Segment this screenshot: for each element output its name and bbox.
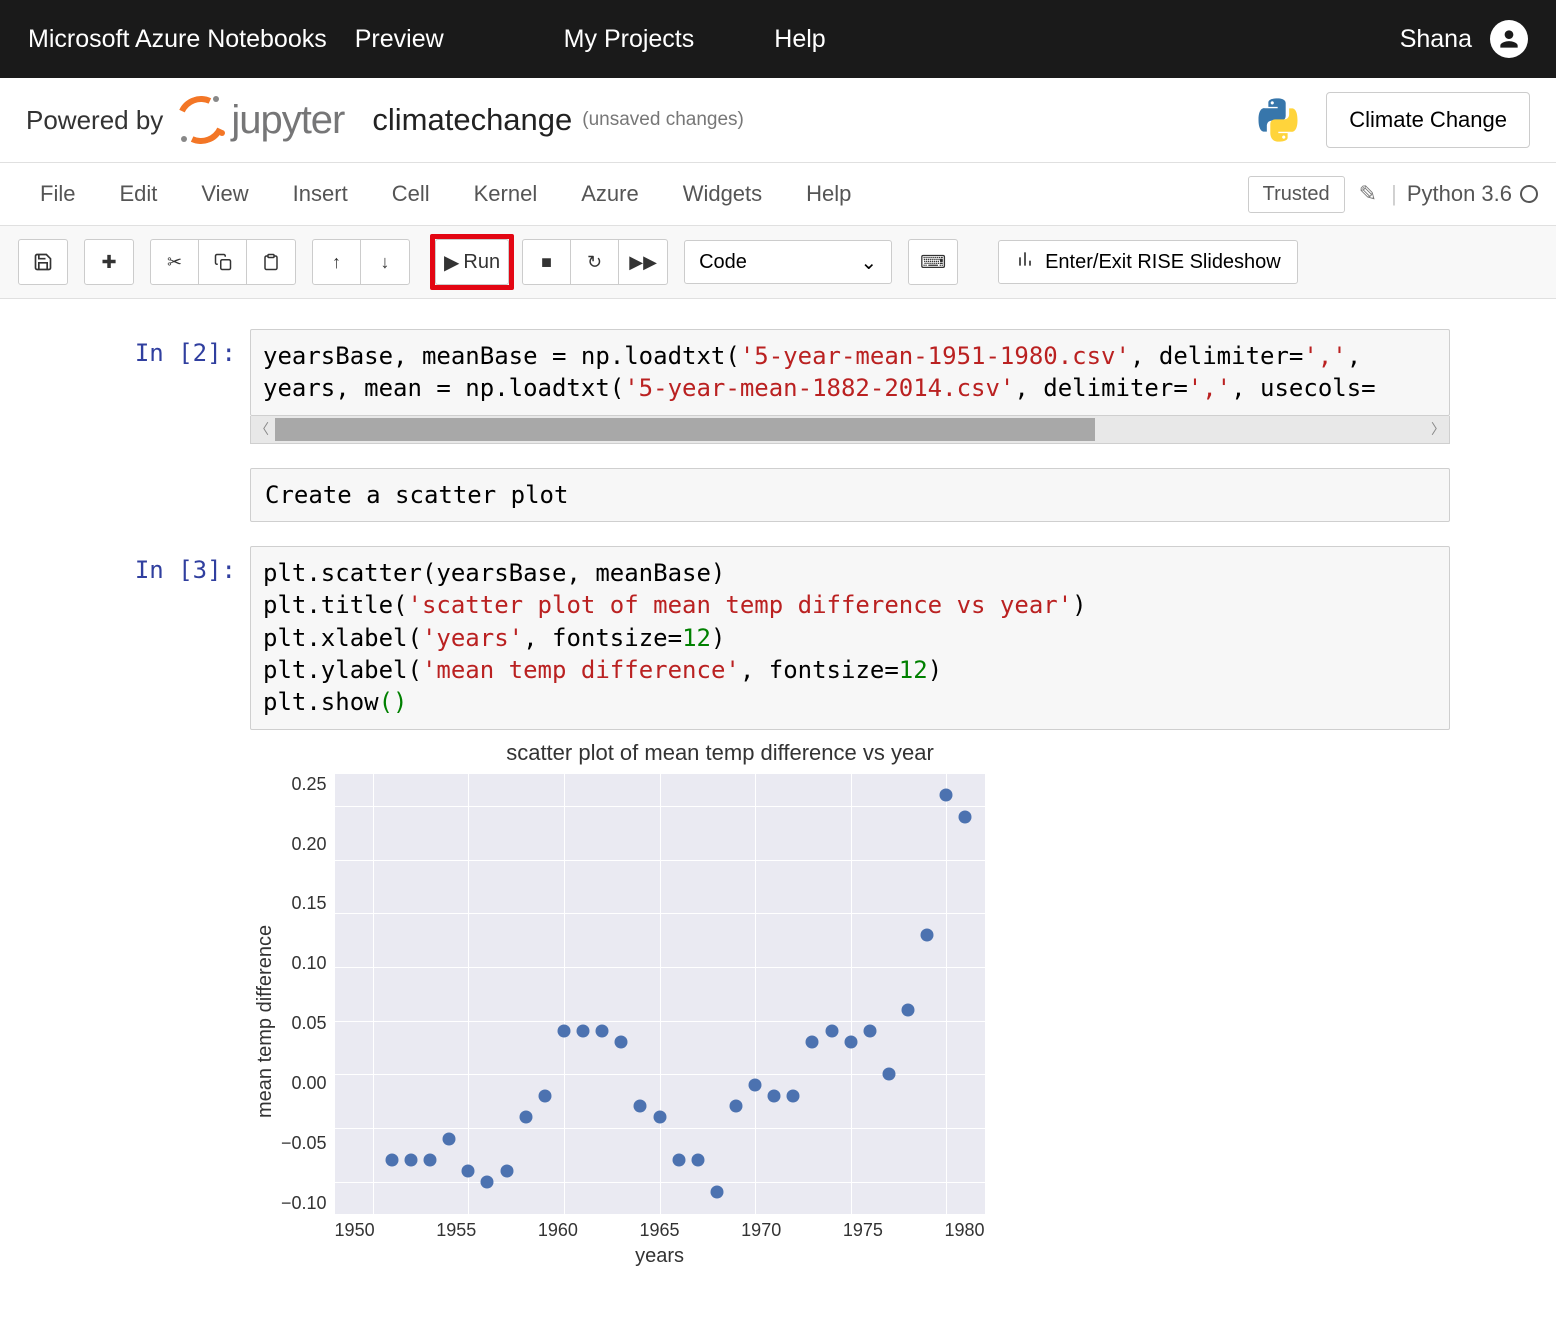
code-cell[interactable]: In [3]: plt.scatter(yearsBase, meanBase)…: [10, 546, 1546, 730]
plot-ylabel: mean temp difference: [250, 774, 281, 1268]
plot-output: scatter plot of mean temp difference vs …: [250, 740, 1546, 1268]
scatter-point: [787, 1089, 800, 1102]
markdown-content[interactable]: Create a scatter plot: [250, 468, 1450, 522]
cell-type-select[interactable]: Code ⌄: [684, 240, 892, 284]
scatter-point: [443, 1132, 456, 1145]
scatter-point: [882, 1068, 895, 1081]
horizontal-scrollbar[interactable]: 〈 〉: [250, 416, 1450, 444]
scatter-point: [519, 1111, 532, 1124]
scatter-point: [634, 1100, 647, 1113]
run-button[interactable]: ▶ Run: [436, 240, 508, 284]
kernel-status-icon: [1520, 185, 1538, 203]
powered-by-label: Powered by: [26, 105, 163, 136]
user-name[interactable]: Shana: [1400, 25, 1472, 54]
notebook-title[interactable]: climatechange: [372, 102, 572, 138]
azure-header: Microsoft Azure Notebooks Preview My Pro…: [0, 0, 1556, 78]
unsaved-label: (unsaved changes): [582, 109, 744, 131]
plot-title: scatter plot of mean temp difference vs …: [320, 740, 1120, 766]
nav-my-projects[interactable]: My Projects: [564, 25, 695, 54]
move-up-icon[interactable]: ↑: [313, 240, 361, 284]
plot-xlabel: years: [335, 1245, 985, 1268]
cut-icon[interactable]: ✂: [151, 240, 199, 284]
scatter-point: [538, 1089, 551, 1102]
scatter-point: [615, 1036, 628, 1049]
menu-cell[interactable]: Cell: [370, 171, 452, 217]
scatter-point: [691, 1154, 704, 1167]
plot-yticks: 0.250.200.150.100.050.00−0.05−0.10: [281, 774, 335, 1214]
plot-xticks: 1950195519601965197019751980: [335, 1220, 985, 1241]
paste-icon[interactable]: [247, 240, 295, 284]
jupyter-header: Powered by jupyter climatechange (unsave…: [0, 78, 1556, 163]
scatter-point: [557, 1025, 570, 1038]
scatter-point: [902, 1003, 915, 1016]
scatter-point: [500, 1164, 513, 1177]
cell-prompt: In [3]:: [10, 546, 250, 730]
scatter-point: [730, 1100, 743, 1113]
scatter-point: [940, 789, 953, 802]
scatter-point: [749, 1078, 762, 1091]
move-down-icon[interactable]: ↓: [361, 240, 409, 284]
menu-widgets[interactable]: Widgets: [661, 171, 784, 217]
nav-help[interactable]: Help: [774, 25, 825, 54]
jupyter-logo: jupyter: [177, 96, 344, 144]
trusted-badge[interactable]: Trusted: [1248, 176, 1345, 213]
menubar: File Edit View Insert Cell Kernel Azure …: [0, 163, 1556, 226]
notebook-area: In [2]: yearsBase, meanBase = np.loadtxt…: [0, 299, 1556, 1298]
menu-kernel[interactable]: Kernel: [452, 171, 560, 217]
scatter-point: [863, 1025, 876, 1038]
python-logo-icon: [1252, 94, 1304, 146]
scatter-point: [424, 1154, 437, 1167]
scroll-left-icon[interactable]: 〈: [251, 419, 273, 439]
scatter-point: [385, 1154, 398, 1167]
restart-icon[interactable]: ↻: [571, 240, 619, 284]
scatter-point: [825, 1025, 838, 1038]
menu-view[interactable]: View: [179, 171, 270, 217]
scatter-point: [653, 1111, 666, 1124]
stop-icon[interactable]: ■: [523, 240, 571, 284]
scatter-point: [844, 1036, 857, 1049]
scrollbar-thumb[interactable]: [275, 418, 1095, 441]
add-cell-icon[interactable]: ✚: [85, 240, 133, 284]
menu-insert[interactable]: Insert: [271, 171, 370, 217]
pencil-icon[interactable]: ✎: [1359, 181, 1377, 207]
scatter-point: [710, 1186, 723, 1199]
cell-prompt: In [2]:: [10, 329, 250, 444]
scatter-point: [481, 1175, 494, 1188]
scatter-point: [672, 1154, 685, 1167]
azure-preview[interactable]: Preview: [355, 25, 444, 54]
scatter-point: [462, 1164, 475, 1177]
copy-icon[interactable]: [199, 240, 247, 284]
plot-area: [335, 774, 985, 1214]
menu-help[interactable]: Help: [784, 171, 873, 217]
menu-edit[interactable]: Edit: [97, 171, 179, 217]
scatter-point: [768, 1089, 781, 1102]
code-input[interactable]: plt.scatter(yearsBase, meanBase) plt.tit…: [250, 546, 1450, 730]
menu-azure[interactable]: Azure: [559, 171, 660, 217]
rise-slideshow-button[interactable]: Enter/Exit RISE Slideshow: [998, 240, 1298, 284]
chevron-down-icon: ⌄: [860, 250, 877, 275]
menu-file[interactable]: File: [18, 171, 97, 217]
code-input[interactable]: yearsBase, meanBase = np.loadtxt('5-year…: [250, 329, 1450, 416]
climate-change-button[interactable]: Climate Change: [1326, 92, 1530, 148]
save-icon[interactable]: [19, 240, 67, 284]
kernel-label: Python 3.6: [1407, 181, 1512, 207]
code-cell[interactable]: In [2]: yearsBase, meanBase = np.loadtxt…: [10, 329, 1546, 444]
scatter-point: [596, 1025, 609, 1038]
scroll-right-icon[interactable]: 〉: [1427, 419, 1449, 439]
bar-chart-icon: [1015, 249, 1035, 275]
scatter-point: [959, 810, 972, 823]
user-avatar-icon[interactable]: [1490, 20, 1528, 58]
fast-forward-icon[interactable]: ▶▶: [619, 240, 667, 284]
azure-brand: Microsoft Azure Notebooks: [28, 25, 327, 54]
command-palette-icon[interactable]: ⌨: [909, 240, 957, 284]
scatter-point: [806, 1036, 819, 1049]
scatter-point: [405, 1154, 418, 1167]
toolbar: ✚ ✂ ↑ ↓ ▶ Run ■ ↻ ▶▶ Code ⌄ ⌨ Enter/Exit…: [0, 226, 1556, 299]
scatter-point: [577, 1025, 590, 1038]
markdown-cell[interactable]: Create a scatter plot: [10, 468, 1546, 522]
scatter-point: [921, 928, 934, 941]
